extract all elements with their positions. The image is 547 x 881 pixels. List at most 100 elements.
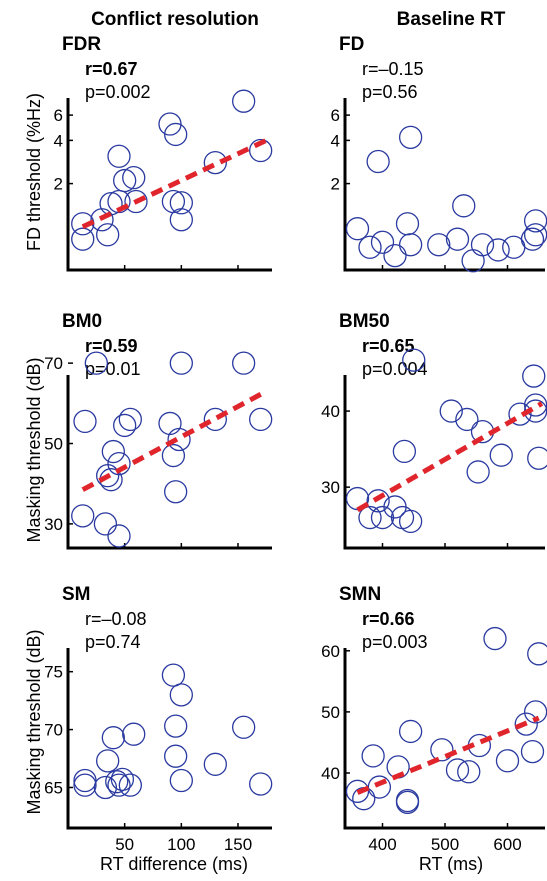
data-point: [358, 505, 382, 530]
data-point: [461, 249, 485, 273]
data-point: [398, 233, 423, 257]
stat-p: p=0.56: [362, 82, 418, 102]
data-point: [392, 439, 417, 464]
data-point: [169, 683, 193, 707]
data-point: [107, 451, 131, 476]
x-tick-label: 400: [368, 835, 396, 854]
data-point: [167, 427, 191, 452]
y-tick-label: 40: [321, 764, 340, 783]
y-tick-label: 6: [54, 106, 63, 125]
data-point: [110, 767, 135, 792]
panel-bm50: BM50 r=0.65 p=0.004 30 40: [321, 311, 547, 550]
y-tick-label: 30: [44, 515, 63, 534]
data-point: [523, 223, 547, 247]
data-point: [118, 773, 142, 797]
y-tick-label: 4: [54, 131, 63, 150]
ylabel-row-2: Masking threshold (dB): [24, 357, 44, 542]
y-tick-label: 75: [44, 663, 63, 682]
data-point: [107, 144, 131, 168]
data-point: [395, 790, 420, 814]
panel-smn: SMN r=0.66 p=0.003 40 50 60 400 500 600: [321, 584, 547, 854]
data-point: [514, 712, 538, 736]
data-point: [122, 722, 146, 746]
panel-title: FD: [339, 34, 364, 55]
data-point: [427, 233, 451, 257]
x-tick-label: 150: [224, 835, 252, 854]
y-tick-label: 2: [331, 175, 340, 194]
data-point: [366, 489, 390, 513]
x-tick-label: 600: [493, 835, 521, 854]
stat-p: p=0.004: [362, 359, 428, 379]
data-point: [169, 351, 193, 375]
y-tick-label: 6: [331, 106, 340, 125]
stat-p: p=0.002: [85, 82, 151, 102]
y-tick-label: 70: [44, 354, 63, 373]
fit-line: [81, 138, 268, 230]
data-point: [249, 138, 273, 163]
data-point: [445, 227, 470, 251]
fit-line: [356, 715, 540, 795]
y-tick-label: 2: [54, 175, 63, 194]
fit-line: [356, 401, 544, 513]
stat-r: r=0.67: [85, 59, 138, 79]
fit-line: [81, 389, 268, 492]
data-point: [345, 779, 370, 803]
stat-p: p=0.74: [85, 632, 141, 652]
data-point: [452, 194, 476, 218]
data-point: [395, 212, 420, 236]
data-point: [402, 348, 426, 372]
y-tick-label: 70: [44, 721, 63, 740]
y-tick-label: 60: [321, 642, 340, 661]
data-point: [398, 509, 423, 534]
data-point: [169, 768, 193, 793]
data-point: [495, 749, 520, 773]
data-point: [164, 122, 188, 147]
data-point: [445, 758, 470, 782]
panel-title: BM50: [339, 311, 390, 332]
data-point: [439, 399, 463, 423]
data-point: [430, 738, 454, 762]
data-point: [124, 189, 148, 214]
data-point: [158, 411, 182, 436]
data-point: [96, 749, 120, 773]
y-tick-label: 30: [321, 478, 340, 497]
data-point: [101, 439, 125, 464]
panels-group: FDR r=0.67 p=0.002 2 4 6 FD r=–0.15 p=0.56 2 4 6 BM0…: [44, 34, 547, 854]
y-tick-label: 65: [44, 778, 63, 797]
xlabel-right: RT (ms): [419, 854, 483, 874]
stat-r: r=0.65: [362, 336, 415, 356]
data-point: [489, 443, 513, 467]
data-point: [232, 351, 256, 375]
data-point: [71, 227, 95, 251]
y-tick-label: 50: [44, 435, 63, 454]
data-point: [520, 739, 545, 764]
data-point: [470, 233, 495, 257]
data-point: [113, 168, 137, 193]
stat-r: r=0.59: [85, 336, 138, 356]
y-tick-label: 4: [331, 131, 340, 150]
data-point: [455, 407, 479, 432]
stat-r: r=–0.15: [362, 59, 424, 79]
data-point: [93, 775, 118, 800]
data-point: [358, 235, 382, 259]
data-point: [203, 150, 227, 175]
data-point: [345, 217, 370, 241]
xlabel-left: RT difference (ms): [100, 854, 248, 874]
data-point: [73, 773, 97, 797]
data-point: [232, 89, 256, 113]
y-tick-label: 40: [321, 402, 340, 421]
data-point: [508, 402, 532, 426]
data-point: [158, 112, 182, 136]
stat-p: p=0.01: [85, 359, 141, 379]
ylabel-row-3: Masking threshold (dB): [24, 629, 44, 814]
stat-r: r=0.66: [362, 609, 415, 629]
y-tick-label: 50: [321, 703, 340, 722]
data-point: [398, 125, 423, 149]
data-point: [122, 166, 146, 190]
data-point: [395, 788, 420, 813]
stat-p: p=0.003: [362, 632, 428, 652]
data-point: [367, 775, 392, 799]
stat-r: r=–0.08: [85, 609, 147, 629]
data-point: [486, 238, 510, 262]
